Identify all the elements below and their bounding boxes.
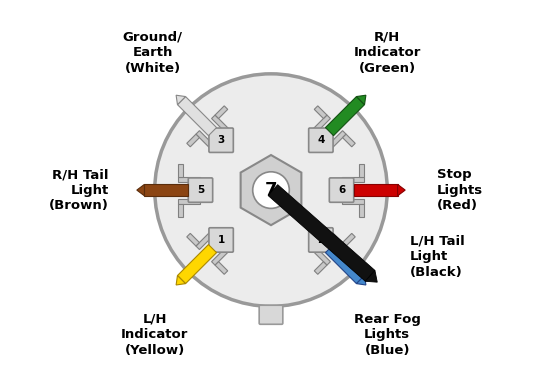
Polygon shape (177, 245, 217, 284)
FancyBboxPatch shape (209, 128, 233, 152)
Polygon shape (178, 177, 201, 182)
Polygon shape (359, 204, 364, 217)
Polygon shape (178, 164, 183, 177)
Text: L/H Tail
Light
(Black): L/H Tail Light (Black) (410, 235, 465, 279)
Polygon shape (311, 246, 331, 265)
Polygon shape (327, 230, 346, 250)
Text: 7: 7 (264, 181, 278, 199)
Polygon shape (357, 276, 366, 285)
Circle shape (253, 172, 289, 209)
Polygon shape (176, 95, 185, 105)
FancyBboxPatch shape (209, 228, 233, 252)
Polygon shape (327, 131, 346, 150)
Polygon shape (268, 185, 375, 281)
Text: 1: 1 (217, 235, 225, 245)
Text: L/H
Indicator
(Yellow): L/H Indicator (Yellow) (121, 313, 189, 357)
Polygon shape (341, 177, 364, 182)
Polygon shape (357, 95, 366, 105)
Text: 2: 2 (317, 235, 325, 245)
Polygon shape (311, 115, 331, 134)
FancyBboxPatch shape (330, 178, 354, 202)
Ellipse shape (154, 74, 388, 306)
Polygon shape (178, 204, 183, 217)
FancyBboxPatch shape (188, 178, 212, 202)
Polygon shape (178, 199, 201, 204)
Polygon shape (215, 262, 228, 274)
Polygon shape (187, 134, 199, 147)
Polygon shape (215, 106, 228, 119)
Polygon shape (325, 245, 365, 284)
Polygon shape (314, 106, 327, 119)
Polygon shape (241, 155, 301, 225)
Polygon shape (196, 131, 215, 150)
Polygon shape (211, 246, 231, 265)
Polygon shape (343, 233, 355, 246)
Polygon shape (187, 233, 199, 246)
Polygon shape (196, 230, 215, 250)
Text: R/H Tail
Light
(Brown): R/H Tail Light (Brown) (49, 168, 109, 212)
Polygon shape (144, 184, 188, 196)
Polygon shape (341, 199, 364, 204)
Text: 3: 3 (217, 135, 225, 145)
Text: 5: 5 (197, 185, 204, 195)
Text: Ground/
Earth
(White): Ground/ Earth (White) (123, 31, 183, 75)
Polygon shape (398, 184, 405, 196)
Polygon shape (325, 96, 365, 136)
Polygon shape (137, 184, 144, 196)
Polygon shape (176, 276, 185, 285)
Text: 4: 4 (317, 135, 325, 145)
FancyBboxPatch shape (309, 228, 333, 252)
Text: Stop
Lights
(Red): Stop Lights (Red) (437, 168, 483, 212)
Text: R/H
Indicator
(Green): R/H Indicator (Green) (353, 31, 421, 75)
Text: Rear Fog
Lights
(Blue): Rear Fog Lights (Blue) (354, 313, 421, 357)
FancyBboxPatch shape (309, 128, 333, 152)
Polygon shape (359, 164, 364, 177)
Text: 6: 6 (338, 185, 345, 195)
Polygon shape (365, 270, 377, 282)
Polygon shape (177, 96, 217, 136)
Polygon shape (354, 184, 398, 196)
Polygon shape (343, 134, 355, 147)
Polygon shape (211, 115, 231, 134)
Polygon shape (314, 262, 327, 274)
FancyBboxPatch shape (259, 305, 283, 324)
